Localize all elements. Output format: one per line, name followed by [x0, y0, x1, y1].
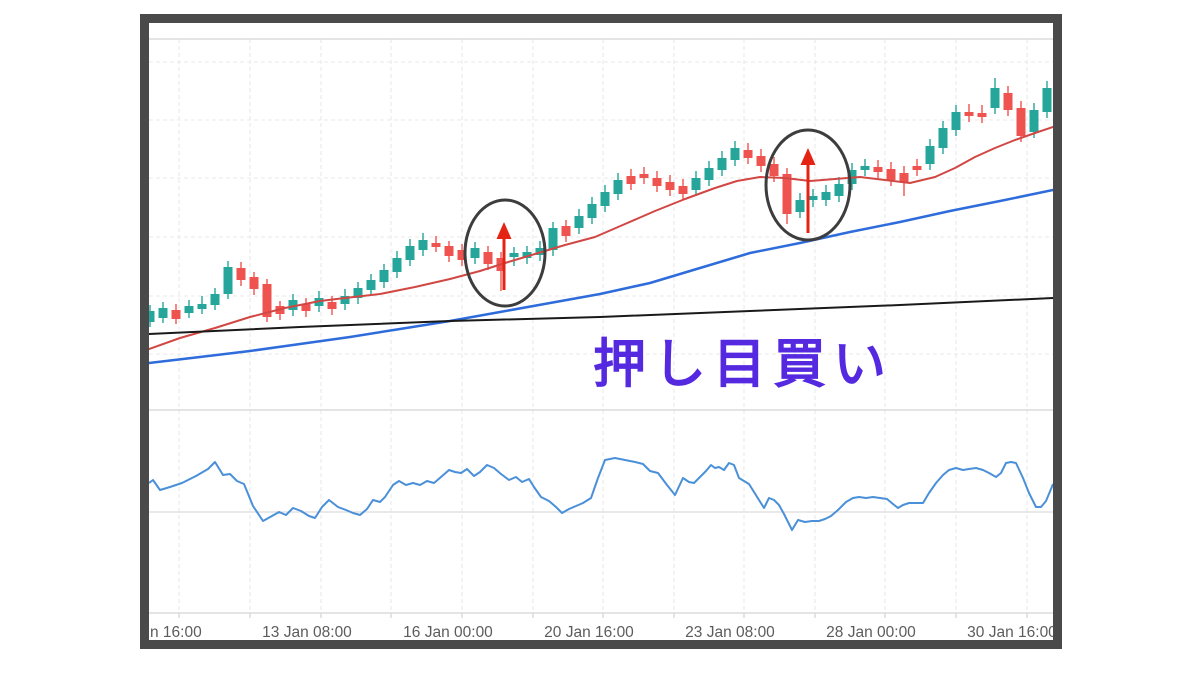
candle-body: [743, 150, 753, 158]
x-axis-label: 20 Jan 16:00: [544, 624, 634, 640]
candle-body: [158, 308, 168, 318]
candle-body: [626, 176, 636, 184]
ma-mid-blue-line: [149, 188, 1053, 365]
candle-body: [1029, 110, 1039, 132]
candle-body: [899, 173, 909, 182]
candle-body: [366, 280, 376, 290]
candle-body: [379, 270, 389, 282]
candle-body: [470, 248, 480, 258]
candle-body: [912, 166, 922, 170]
candle-body: [652, 178, 662, 186]
rsi-line: [149, 457, 1053, 531]
candle-body: [574, 216, 584, 228]
highlight-ellipse: [764, 128, 852, 242]
candles-layer: [149, 78, 1052, 327]
buy-arrow-head: [496, 222, 512, 239]
candle-body: [613, 180, 623, 194]
candle-body: [353, 288, 363, 298]
candle-body: [405, 246, 415, 260]
candle-body: [548, 228, 558, 250]
candle-body: [756, 156, 766, 166]
x-axis-labels: n 16:00 13 Jan 08:00 16 Jan 00:00 20 Jan 16…: [150, 624, 1053, 640]
candle-body: [704, 168, 714, 180]
grid-layer: [149, 38, 1053, 618]
candle-body: [301, 304, 311, 311]
x-axis-label: 16 Jan 00:00: [403, 624, 493, 640]
candle-body: [184, 306, 194, 313]
candle-body: [860, 166, 870, 170]
ma-fast-red-line: [149, 126, 1053, 350]
candle-body: [340, 296, 350, 304]
x-axis-label: 13 Jan 08:00: [262, 624, 352, 640]
candle-body: [821, 192, 831, 200]
buy-arrow-head: [800, 148, 816, 165]
candle-body: [1016, 108, 1026, 136]
candle-body: [873, 167, 883, 172]
candle-body: [561, 226, 571, 236]
candle-body: [600, 192, 610, 206]
candle-body: [249, 277, 259, 289]
candlestick-chart: n 16:00 13 Jan 08:00 16 Jan 00:00 20 Jan 16…: [149, 38, 1053, 640]
candle-body: [1003, 93, 1013, 110]
candle-body: [392, 258, 402, 272]
candle-body: [223, 267, 233, 294]
x-axis-label: 28 Jan 00:00: [826, 624, 916, 640]
candle-body: [639, 174, 649, 178]
candle-body: [587, 204, 597, 218]
candle-body: [483, 252, 493, 264]
candle-body: [977, 113, 987, 117]
candle-body: [327, 302, 337, 309]
candle-body: [149, 311, 155, 322]
highlight-ellipse: [463, 198, 547, 308]
candle-body: [171, 310, 181, 319]
candle-body: [1042, 88, 1052, 112]
candle-body: [990, 88, 1000, 108]
candle-body: [834, 184, 844, 196]
candle-body: [964, 112, 974, 116]
candle-body: [938, 128, 948, 148]
x-axis-label: 30 Jan 16:00: [967, 624, 1053, 640]
candle-body: [730, 148, 740, 160]
candle-body: [678, 186, 688, 194]
candle-body: [210, 294, 220, 305]
candle-body: [236, 268, 246, 280]
candle-body: [782, 174, 792, 214]
candle-body: [509, 253, 519, 257]
candle-body: [522, 252, 532, 258]
candle-body: [951, 112, 961, 130]
candle-body: [717, 158, 727, 170]
ma-slow-black-line: [149, 297, 1053, 335]
chart-frame: n 16:00 13 Jan 08:00 16 Jan 00:00 20 Jan 16…: [140, 14, 1062, 649]
candle-body: [457, 250, 467, 260]
annotations-layer: [463, 128, 852, 308]
x-axis-label: 23 Jan 08:00: [685, 624, 775, 640]
candle-body: [418, 240, 428, 250]
candle-body: [886, 169, 896, 180]
candle-body: [795, 200, 805, 212]
candle-body: [808, 196, 818, 200]
annotation-pullback-buy: 押し目買い: [593, 335, 893, 394]
candle-body: [925, 146, 935, 164]
candle-body: [262, 284, 272, 317]
candle-body: [444, 246, 454, 256]
candle-body: [431, 243, 441, 247]
candle-body: [288, 300, 298, 310]
candle-body: [769, 164, 779, 176]
x-axis-label: n 16:00: [150, 624, 202, 640]
candle-body: [691, 178, 701, 190]
candle-body: [197, 304, 207, 309]
candle-body: [665, 182, 675, 190]
